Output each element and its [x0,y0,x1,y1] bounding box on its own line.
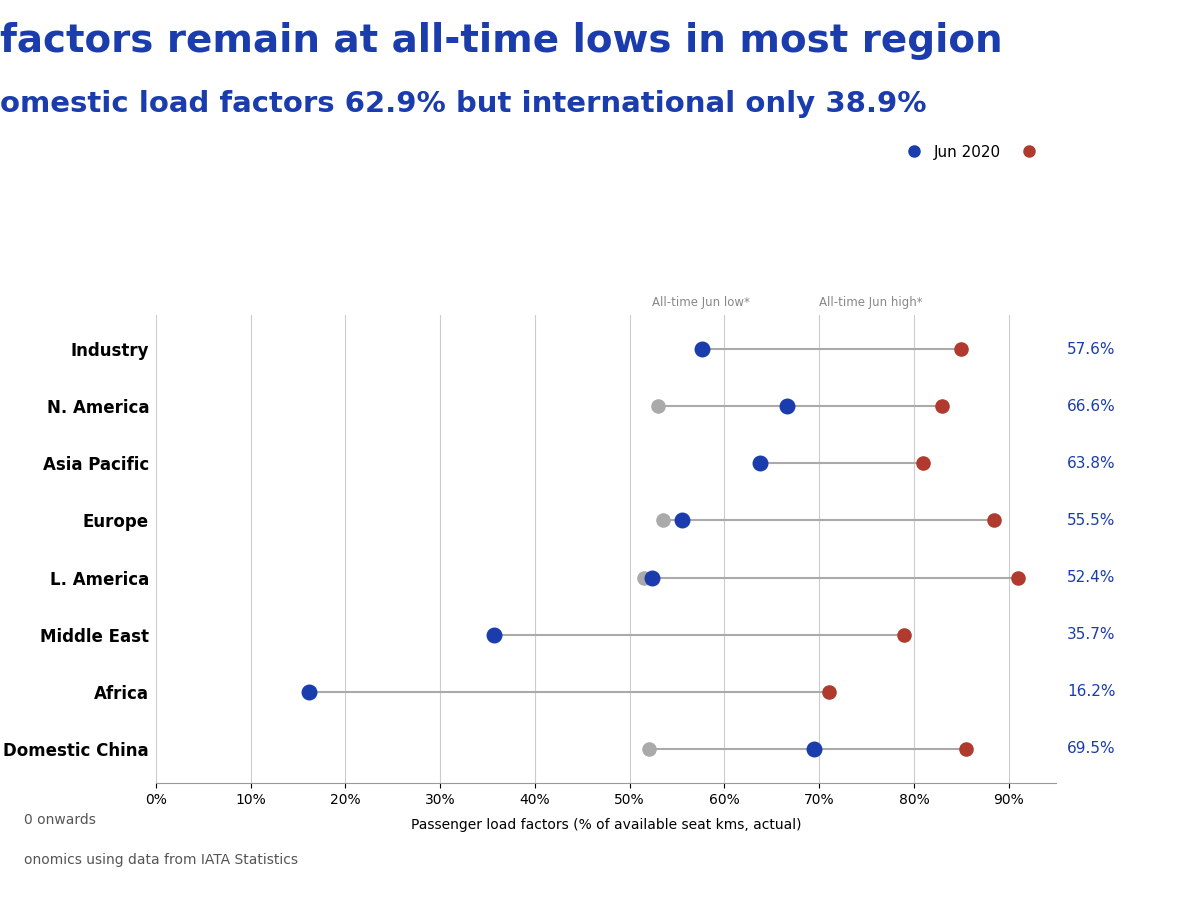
Text: omestic load factors 62.9% but international only 38.9%: omestic load factors 62.9% but internati… [0,90,926,118]
Text: 35.7%: 35.7% [1067,627,1116,642]
Point [692,342,712,356]
Text: 69.5%: 69.5% [1067,742,1116,756]
Point [895,627,914,642]
Text: 63.8%: 63.8% [1067,456,1116,471]
Point [820,685,839,699]
Point [672,513,691,527]
Point [1008,571,1027,585]
Point [956,742,976,756]
Point [778,399,797,413]
Point [300,685,319,699]
Legend: Jun 2020, : Jun 2020, [899,145,1049,160]
Text: onomics using data from IATA Statistics: onomics using data from IATA Statistics [24,853,298,867]
Text: 16.2%: 16.2% [1067,684,1116,699]
Text: 52.4%: 52.4% [1067,570,1116,585]
Point [648,399,667,413]
Text: All-time Jun high*: All-time Jun high* [820,296,923,310]
Point [985,513,1004,527]
Point [653,513,672,527]
Point [640,742,659,756]
X-axis label: Passenger load factors (% of available seat kms, actual): Passenger load factors (% of available s… [410,818,802,832]
Point [751,456,770,471]
Point [913,456,932,471]
Text: 0 onwards: 0 onwards [24,813,96,826]
Text: 57.6%: 57.6% [1067,342,1116,356]
Text: 55.5%: 55.5% [1067,513,1116,528]
Point [805,742,824,756]
Point [485,627,504,642]
Point [643,571,662,585]
Text: 66.6%: 66.6% [1067,399,1116,414]
Point [952,342,971,356]
Point [635,571,654,585]
Text: factors remain at all-time lows in most region: factors remain at all-time lows in most … [0,22,1003,60]
Point [932,399,952,413]
Text: All-time Jun low*: All-time Jun low* [652,296,750,310]
